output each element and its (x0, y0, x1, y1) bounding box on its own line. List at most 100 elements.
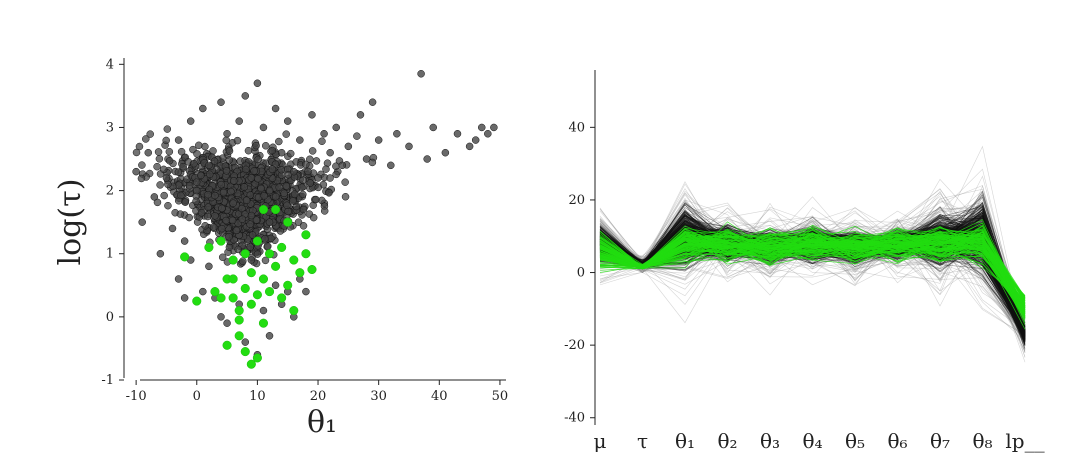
scatter-point-samples (326, 148, 334, 157)
scatter-point-samples (374, 136, 383, 144)
scatter-point-sample (304, 167, 312, 176)
scatter-point-sample (261, 256, 270, 265)
scatter-point-samples (217, 313, 225, 321)
scatter-point-sample (275, 137, 283, 146)
scatter-point-sample (246, 243, 255, 251)
scatter-point-highlighted (246, 299, 256, 309)
scatter-point-sample (238, 215, 247, 223)
scatter-point-highlighted (283, 280, 293, 290)
scatter-point-samples (205, 161, 213, 170)
scatter-point-sample (254, 155, 262, 164)
scatter-point-highlighted (258, 274, 269, 284)
scatter-point-sample (204, 203, 212, 211)
scatter-point-sample (280, 189, 288, 198)
scatter-point-sample (257, 184, 265, 193)
scatter-point-sample (177, 147, 186, 156)
scatter-point-sample (252, 216, 261, 224)
scatter-y-tick-label: 2 (106, 184, 114, 199)
scatter-point-samples (429, 123, 437, 132)
scatter-point-sample (155, 155, 164, 163)
scatter-point-samples (205, 262, 213, 271)
scatter-point-samples (174, 275, 183, 283)
parallel-coordinates-plot: -40 -20 0 20 40 μ τ θ₁ θ₂ θ₃ θ₄ θ₅ θ₆ θ₇ θ₈ lp__ (564, 70, 1045, 453)
scatter-point-sample (190, 159, 198, 168)
scatter-point-samples (453, 130, 462, 138)
pcp-line-outlier (599, 219, 1026, 314)
scatter-point-highlighted (222, 340, 232, 350)
scatter-point-sample (341, 178, 349, 186)
scatter-point-highlighted (204, 242, 214, 252)
scatter-point-samples (247, 174, 256, 182)
scatter-point-samples (356, 111, 365, 119)
scatter-point-sample (160, 191, 168, 200)
scatter-point-sample (185, 181, 194, 190)
scatter-point-samples (223, 319, 231, 327)
scatter-point-sample (228, 216, 237, 225)
scatter-point-sample (244, 146, 253, 155)
scatter-point-sample (163, 125, 172, 133)
scatter-x-tick-label: 30 (370, 389, 387, 404)
scatter-point-sample (222, 136, 231, 144)
scatter-point-sample (135, 142, 144, 151)
pcp-line-divergent (599, 232, 1026, 308)
scatter-point-highlighted (271, 204, 281, 215)
scatter-point-sample (252, 141, 260, 150)
pcp-y-tick-label: 40 (568, 120, 585, 135)
pcp-category-label: θ₈ (972, 429, 992, 453)
scatter-point-sample (308, 147, 317, 155)
scatter-point-highlighted (216, 293, 226, 303)
scatter-point-highlighted (246, 268, 256, 278)
scatter-point-sample (326, 174, 334, 182)
scatter-point-sample (192, 197, 200, 205)
scatter-point-highlighted (277, 293, 287, 303)
scatter-point-sample (159, 165, 168, 174)
scatter-point-samples (465, 142, 474, 151)
scatter-point-sample (261, 142, 270, 150)
scatter-point-sample (193, 150, 201, 158)
scatter-point-samples (235, 117, 243, 125)
scatter-point-sample (185, 213, 193, 222)
pcp-ticks: -40 -20 0 20 40 (564, 120, 595, 426)
pcp-line-divergent (599, 232, 1026, 312)
pcp-category-label: θ₄ (802, 429, 822, 453)
scatter-point-sample (302, 160, 310, 169)
pcp-category-label: μ (594, 429, 607, 453)
scatter-point-sample (154, 148, 163, 156)
scatter-point-highlighted (301, 230, 311, 240)
scatter-point-highlighted (271, 261, 281, 271)
scatter-point-highlighted (289, 305, 299, 316)
scatter-point-samples (211, 212, 219, 220)
scatter-point-sample (234, 245, 242, 254)
pcp-line-divergent (599, 237, 1026, 298)
pcp-line-divergent (599, 235, 1026, 316)
scatter-point-sample (268, 146, 277, 155)
scatter-point-sample (265, 186, 274, 195)
scatter-point-sample (138, 161, 146, 169)
pcp-y-tick-label: -40 (564, 411, 585, 426)
pcp-category-label: θ₁ (675, 429, 695, 453)
scatter-point-sample (289, 197, 297, 205)
scatter-point-samples (332, 123, 340, 132)
scatter-y-tick-label: 0 (106, 310, 114, 325)
scatter-point-highlighted (283, 217, 293, 227)
scatter-point-sample (203, 212, 212, 221)
scatter-point-samples (247, 256, 256, 264)
scatter-point-sample (219, 188, 228, 197)
scatter-point-sample (312, 195, 320, 204)
scatter-point-sample (240, 183, 249, 191)
scatter-x-tick-label: 50 (492, 389, 509, 404)
scatter-point-sample (247, 211, 256, 220)
scatter-point-sample (179, 162, 187, 171)
scatter-point-sample (353, 132, 361, 140)
pcp-y-tick-label: 0 (577, 266, 585, 281)
scatter-point-highlighted (234, 315, 244, 325)
scatter-point-highlighted (295, 268, 305, 278)
pcp-category-label: θ₂ (717, 429, 737, 453)
scatter-point-sample (277, 165, 286, 174)
scatter-point-samples (362, 155, 371, 163)
pcp-category-label: θ₆ (887, 429, 907, 453)
scatter-point-samples (265, 332, 274, 340)
scatter-point-sample (218, 204, 226, 213)
scatter-point-sample (238, 204, 246, 213)
scatter-x-label: θ₁ (307, 405, 337, 440)
